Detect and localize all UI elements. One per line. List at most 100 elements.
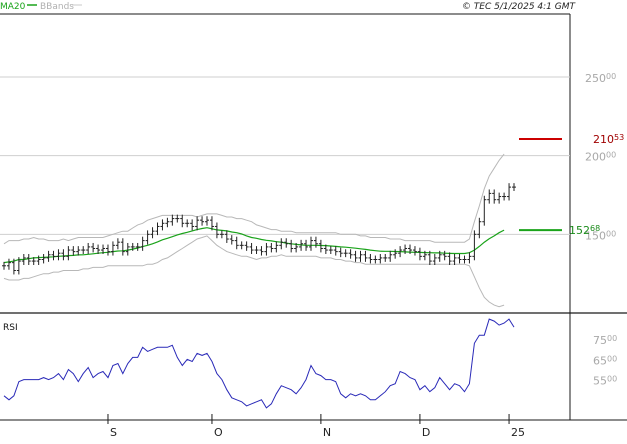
price-bar xyxy=(209,216,214,231)
price-bar xyxy=(234,236,239,250)
rsi-line xyxy=(3,318,515,409)
price-bar xyxy=(76,246,81,256)
price-bar xyxy=(388,250,393,262)
price-bar xyxy=(437,250,442,262)
price-bar xyxy=(46,250,51,262)
price-bar xyxy=(190,219,195,231)
price-bar xyxy=(284,238,289,248)
price-bar xyxy=(343,249,348,258)
copyright-text: © TEC 5/1/2025 4:1 GMT xyxy=(462,2,577,12)
price-bar xyxy=(135,242,140,251)
price-bar xyxy=(165,217,170,228)
level-label-ma-last: 15268 xyxy=(569,224,600,237)
rsi-tick-65: 6500 xyxy=(593,354,617,367)
level-label-resistance: 21053 xyxy=(593,133,624,146)
price-bar xyxy=(71,246,76,256)
price-bar xyxy=(244,241,249,251)
price-bar xyxy=(31,257,36,266)
price-bar xyxy=(353,250,358,262)
bbands-lower-line xyxy=(3,235,505,308)
price-y-tick-labels: 25000 20000 15000 xyxy=(585,72,616,242)
price-bar xyxy=(26,253,31,266)
price-bar xyxy=(56,249,61,261)
price-bar xyxy=(91,242,96,253)
x-tick-O: O xyxy=(214,426,223,439)
price-bar xyxy=(110,241,115,256)
price-bar xyxy=(41,253,46,264)
price-bar xyxy=(363,250,368,262)
price-bar xyxy=(2,261,6,270)
rsi-y-tick-labels: 7500 6500 5500 xyxy=(593,334,617,387)
price-bar xyxy=(200,216,205,226)
price-bar xyxy=(477,217,482,239)
x-tick-S: S xyxy=(110,426,117,439)
price-bar xyxy=(482,195,487,226)
price-bar xyxy=(239,241,244,250)
price-bar xyxy=(467,252,472,264)
price-bar xyxy=(417,247,422,261)
x-tick-25: 25 xyxy=(511,426,525,439)
price-bar xyxy=(452,253,457,266)
price-bar xyxy=(170,214,175,226)
price-bar xyxy=(66,246,71,261)
price-bar xyxy=(120,238,125,256)
price-bar xyxy=(81,246,86,254)
price-bar xyxy=(254,246,259,254)
price-bar xyxy=(457,253,462,264)
price-bar xyxy=(328,246,333,254)
price-bar xyxy=(412,246,417,256)
price-tick-250: 25000 xyxy=(585,72,616,85)
price-bar xyxy=(462,255,467,264)
price-bar xyxy=(269,242,274,253)
price-bar xyxy=(427,250,432,266)
x-tick-labels: S O N D 25 xyxy=(107,414,525,439)
price-bar xyxy=(338,247,343,258)
price-bar xyxy=(61,249,66,261)
price-bar xyxy=(145,230,150,245)
price-bar xyxy=(422,250,427,261)
rsi-panel-label: RSI xyxy=(3,323,18,333)
price-bar xyxy=(229,235,234,245)
price-bar xyxy=(130,242,135,251)
rsi-tick-55: 5500 xyxy=(593,375,617,388)
bbands-upper-line xyxy=(3,153,505,245)
price-bars xyxy=(2,183,516,275)
price-bar xyxy=(105,244,110,256)
level-lines: 21053 15268 xyxy=(519,133,624,237)
price-tick-200: 20000 xyxy=(585,151,616,164)
price-bar xyxy=(140,236,145,251)
price-bar xyxy=(299,239,304,251)
price-bar xyxy=(150,227,155,239)
legend-bbands: BBands xyxy=(40,2,74,12)
price-bar xyxy=(16,257,21,275)
price-bar xyxy=(507,183,512,201)
price-bar xyxy=(155,222,160,236)
price-bar xyxy=(348,249,353,259)
price-bar xyxy=(487,189,492,204)
x-tick-D: D xyxy=(422,426,430,439)
price-bar xyxy=(368,253,373,264)
price-bar xyxy=(279,238,284,250)
price-bar xyxy=(492,189,497,204)
x-tick-N: N xyxy=(323,426,331,439)
price-bar xyxy=(11,258,16,275)
rsi-line-group xyxy=(3,318,515,409)
bollinger-bands xyxy=(3,153,505,308)
price-bar xyxy=(259,246,264,256)
price-bar xyxy=(398,246,403,258)
price-bar xyxy=(378,253,383,264)
price-bar xyxy=(205,216,210,226)
price-bar xyxy=(249,242,254,254)
price-bar xyxy=(383,253,388,262)
price-bar xyxy=(36,255,41,266)
price-bar xyxy=(180,214,185,228)
price-bar xyxy=(358,250,363,262)
price-bar xyxy=(432,253,437,266)
price-bar xyxy=(185,219,190,228)
price-bar xyxy=(224,230,229,243)
price-bar xyxy=(115,238,120,250)
price-bar xyxy=(403,244,408,254)
price-bar xyxy=(101,244,106,254)
price-bar xyxy=(86,242,91,254)
